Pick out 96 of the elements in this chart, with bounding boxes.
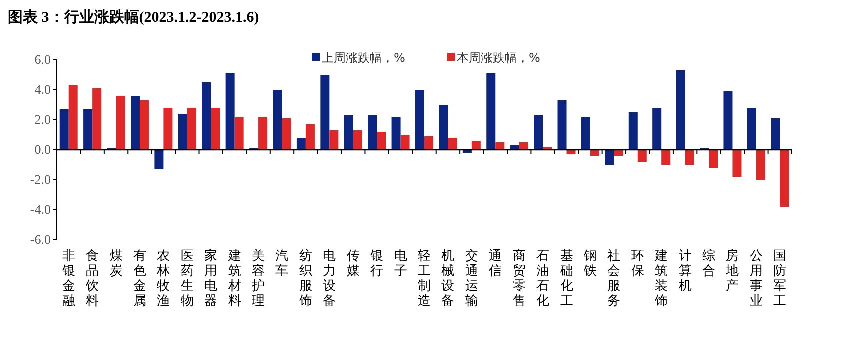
chart-title: 图表 3：行业涨跌幅(2023.1.2-2023.1.6) — [8, 9, 260, 26]
bar — [306, 124, 315, 150]
x-tick-label: 石油石化 — [536, 249, 550, 309]
bar — [273, 90, 282, 150]
bar — [392, 117, 401, 150]
bar — [130, 96, 140, 150]
bar — [60, 110, 69, 150]
bar — [732, 150, 742, 177]
bar — [282, 118, 292, 150]
x-tick-label: 基础化工 — [559, 249, 574, 309]
x-tick-label: 通信 — [489, 249, 502, 279]
bar — [258, 117, 268, 150]
bar — [187, 108, 196, 150]
bar — [747, 108, 756, 150]
x-tick-label: 公用事业 — [750, 249, 763, 309]
bar — [92, 88, 102, 150]
bar — [638, 150, 647, 162]
bar — [581, 117, 590, 150]
bar — [771, 118, 780, 150]
x-tick-label: 纺织服饰 — [298, 249, 312, 309]
bar — [353, 130, 362, 150]
x-tick-label: 建筑装饰 — [654, 249, 668, 309]
bar — [558, 100, 567, 150]
bar — [685, 150, 694, 165]
bar — [534, 116, 544, 150]
y-tick-label: 6.0 — [34, 52, 51, 67]
x-tick-label: 汽车 — [276, 249, 289, 279]
x-tick-label: 建筑材料 — [227, 249, 242, 309]
x-tick-label: 环保 — [631, 249, 644, 279]
bar — [590, 150, 600, 156]
bar — [211, 108, 220, 150]
bar — [116, 96, 126, 150]
x-tick-label: 传媒 — [346, 249, 360, 279]
x-tick-label: 非银金融 — [61, 249, 76, 309]
x-tick-label: 商贸零售 — [512, 249, 526, 309]
x-tick-label: 医药生物 — [180, 249, 194, 309]
bar — [628, 112, 638, 150]
bar — [178, 114, 188, 150]
x-tick-label: 钢铁 — [582, 249, 597, 279]
bar — [164, 108, 173, 150]
x-tick-label: 农林牧渔 — [156, 249, 170, 309]
x-tick-label: 机械设备 — [442, 249, 455, 309]
x-tick-label: 计算机 — [678, 249, 692, 294]
bar — [496, 142, 505, 150]
bar — [320, 75, 330, 150]
x-tick-label: 银行 — [370, 249, 384, 279]
x-tick-label: 房地产 — [725, 248, 740, 294]
x-tick-label: 国防军工 — [774, 249, 787, 309]
x-tick-label: 家用电器 — [204, 248, 218, 309]
bar — [377, 132, 386, 150]
x-tick-label: 综合 — [702, 249, 716, 279]
bar — [486, 74, 496, 150]
bar — [439, 105, 448, 150]
bar — [724, 92, 733, 150]
bar — [416, 90, 424, 150]
y-tick-label: 0.0 — [34, 142, 51, 157]
bar — [202, 82, 212, 150]
legend-label: 上周涨跌幅，% — [322, 51, 406, 65]
bar — [652, 108, 662, 150]
bar — [226, 74, 235, 150]
bar — [614, 150, 624, 156]
bar — [296, 138, 306, 150]
y-tick-label: 4.0 — [34, 82, 51, 97]
bar — [709, 150, 718, 168]
x-tick-label: 煤炭 — [110, 249, 123, 279]
bar — [780, 150, 790, 207]
bar — [84, 110, 93, 150]
legend-label: 本周涨跌幅，% — [457, 51, 540, 65]
bar — [519, 142, 528, 150]
x-tick-label: 电子 — [394, 249, 408, 279]
bar — [368, 116, 378, 150]
bar — [472, 141, 481, 150]
bar — [676, 70, 686, 150]
bar — [330, 130, 339, 150]
x-tick-label: 美容护理 — [251, 248, 266, 309]
bar — [662, 150, 671, 165]
bar — [68, 86, 78, 150]
bar — [140, 100, 149, 150]
x-tick-label: 交通运输 — [465, 248, 478, 309]
bar — [344, 116, 354, 150]
x-tick-label: 食品饮料 — [85, 249, 100, 309]
bar — [756, 150, 766, 180]
bar — [605, 150, 614, 165]
bar — [400, 135, 410, 150]
bar — [448, 138, 458, 150]
y-tick-label: -6.0 — [30, 232, 51, 247]
x-tick-label: 有色金属 — [133, 249, 146, 309]
y-tick-label: -4.0 — [30, 202, 51, 217]
y-tick-label: -2.0 — [30, 172, 51, 187]
bar — [424, 136, 434, 150]
bar — [154, 150, 164, 170]
x-tick-label: 轻工制造 — [418, 249, 431, 309]
y-tick-label: 2.0 — [34, 112, 51, 127]
x-tick-label: 社会服务 — [608, 249, 621, 309]
bar — [234, 117, 244, 150]
x-tick-label: 电力设备 — [323, 249, 336, 309]
